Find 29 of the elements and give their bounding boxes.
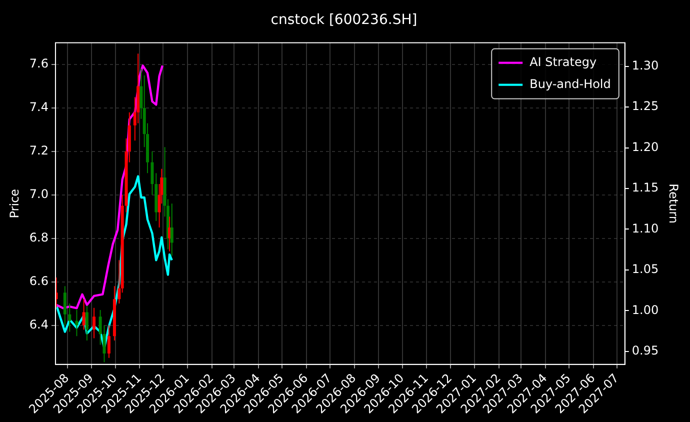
legend-label: AI Strategy: [530, 54, 597, 69]
candlestick: [63, 286, 66, 326]
y2-tick-label: 1.25: [632, 99, 659, 114]
y-axis-title: Price: [7, 188, 22, 218]
legend-label: Buy-and-Hold: [530, 76, 611, 91]
y-tick-label: 7.2: [29, 144, 48, 158]
candlestick: [75, 310, 78, 337]
candlestick: [170, 203, 174, 256]
candlestick: [107, 324, 110, 358]
y2-tick-label: 1.00: [632, 302, 659, 317]
y2-tick-label: 0.95: [632, 343, 659, 358]
y-tick-label: 7.4: [29, 100, 48, 114]
y-tick-label: 6.4: [29, 317, 48, 332]
y2-tick-label: 1.20: [632, 140, 659, 154]
y-tick-label: 6.8: [29, 230, 48, 244]
y2-tick-label: 1.10: [632, 221, 659, 236]
y2-tick-label: 1.15: [632, 180, 659, 195]
y-tick-label: 6.6: [29, 274, 48, 288]
candlestick: [68, 303, 72, 332]
y2-tick-label: 1.05: [632, 262, 659, 276]
y2-axis-title: Return: [666, 184, 681, 224]
candlestick: [150, 150, 154, 196]
chart-title: cnstock [600236.SH]: [270, 12, 418, 28]
candlestick: [92, 307, 96, 339]
y-tick-label: 7.0: [29, 187, 48, 202]
y-tick-label: 7.6: [29, 56, 48, 71]
y2-tick-label: 1.30: [632, 58, 659, 73]
candlestick: [82, 298, 86, 330]
candlestick: [85, 305, 88, 341]
